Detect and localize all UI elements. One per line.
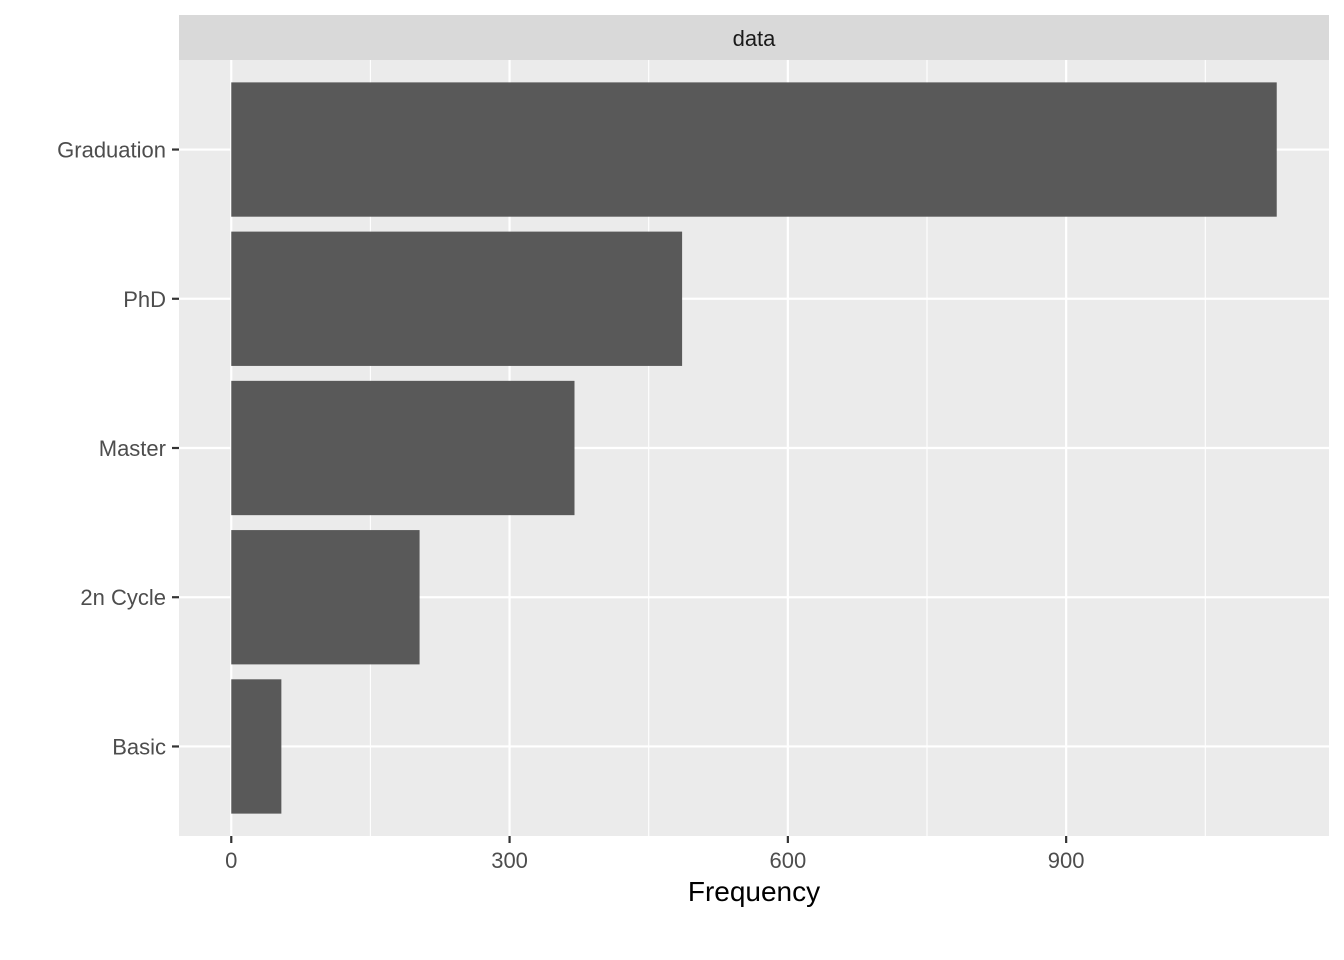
facet-strip xyxy=(179,15,1329,60)
bar xyxy=(231,231,683,366)
x-tick-label: 0 xyxy=(225,848,237,873)
bar xyxy=(231,530,420,665)
x-axis: 0 300 600 900 xyxy=(225,836,1085,873)
y-tick-label: PhD xyxy=(123,287,166,312)
x-tick-label: 300 xyxy=(491,848,528,873)
y-axis: Graduation PhD Master 2n Cycle Basic xyxy=(57,138,179,759)
bar xyxy=(231,380,575,516)
x-tick-label: 900 xyxy=(1048,848,1085,873)
bar xyxy=(231,679,282,814)
y-tick-label: Graduation xyxy=(57,138,166,163)
x-axis-title: Frequency xyxy=(688,876,820,907)
facet-label: data xyxy=(733,26,777,51)
y-tick-label: Master xyxy=(99,436,166,461)
y-tick-label: 2n Cycle xyxy=(80,585,166,610)
bars xyxy=(231,82,1277,814)
x-tick-label: 600 xyxy=(769,848,806,873)
bar xyxy=(231,82,1277,217)
y-tick-label: Basic xyxy=(112,734,166,759)
